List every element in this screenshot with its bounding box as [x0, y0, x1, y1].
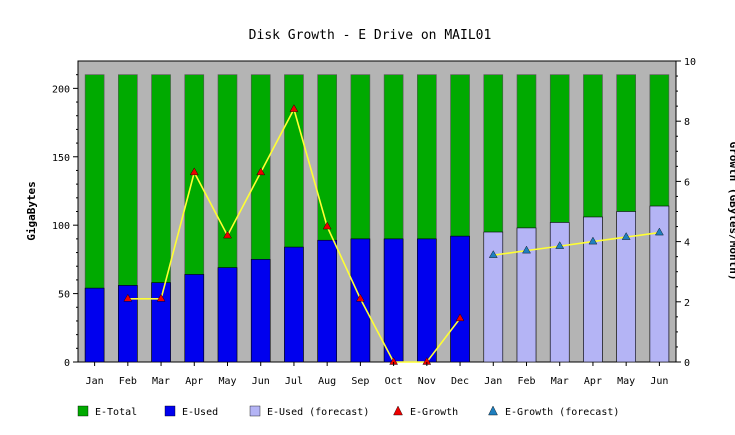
point-e-growth: [256, 167, 266, 176]
legend-marker: [488, 405, 498, 416]
x-tick-label: Jun: [650, 376, 668, 387]
point-e-growth: [356, 293, 365, 302]
point-e-growth: [322, 221, 332, 230]
x-tick-label: Nov: [418, 376, 436, 387]
legend-swatch: [77, 405, 89, 417]
x-tick-label: Mar: [152, 376, 170, 387]
y-left-tick-label: 0: [64, 358, 70, 369]
bar-e-used: [184, 274, 205, 363]
x-tick-label: Oct: [385, 376, 403, 387]
y-left-tick-label: 200: [52, 84, 70, 95]
y-right-tick-label: 10: [684, 57, 696, 68]
y-left-tick-label: 150: [52, 153, 70, 164]
x-tick-label: Apr: [185, 376, 203, 387]
bar-e-used: [250, 259, 271, 363]
bars-layer: [84, 74, 670, 363]
x-tick-label: Jul: [285, 376, 303, 387]
y-left-tick-label: 100: [52, 221, 70, 232]
legend-swatch: [164, 405, 176, 417]
x-tick-label: Feb: [517, 376, 535, 387]
legend-label: E-Growth: [410, 407, 458, 418]
legend-label: E-Growth (forecast): [505, 407, 619, 418]
y-left-tick-label: 50: [58, 290, 70, 301]
x-tick-label: May: [218, 376, 236, 387]
legend: E-Total E-Used E-Used (forecast) E-Growth E-…: [77, 405, 619, 418]
x-tick-label: Feb: [119, 376, 137, 387]
bar-e-used: [84, 287, 105, 363]
x-tick-label: Mar: [551, 376, 569, 387]
point-e-growth-forecast: [555, 241, 565, 249]
x-tick-label: May: [617, 376, 635, 387]
x-tick-label: Jan: [86, 376, 104, 387]
point-e-growth: [455, 313, 465, 322]
bar-e-used: [317, 239, 337, 363]
bar-e-used: [417, 238, 437, 363]
chart-title: Disk Growth - E Drive on MAIL01: [249, 28, 492, 43]
point-e-growth: [156, 293, 166, 302]
axes-layer: 0 50 100 150 200 0 2 4 6 8 10 Jan Feb Mar Apr May Jun Jul…: [52, 57, 696, 387]
bar-e-used: [217, 267, 238, 363]
point-e-growth: [189, 167, 199, 176]
legend-swatch: [249, 405, 261, 417]
point-e-growth-forecast: [588, 236, 598, 245]
x-tick-label: Apr: [584, 376, 602, 387]
y-right-tick-label: 2: [684, 298, 690, 309]
plot-area: [77, 60, 677, 363]
point-e-growth: [223, 230, 232, 239]
growth-lines-layer: [123, 104, 664, 365]
y-right-tick-label: 0: [684, 358, 690, 369]
x-tick-label: Aug: [318, 376, 336, 387]
point-e-growth-forecast: [621, 232, 631, 240]
legend-label: E-Total: [95, 407, 137, 418]
line-e-growth-forecast: [493, 231, 660, 256]
x-tick-label: Sep: [351, 376, 369, 387]
y-right-tick-label: 8: [684, 117, 690, 128]
point-e-growth: [123, 293, 133, 302]
bar-e-used: [284, 246, 304, 363]
y-axis-left-title: GigaBytes: [25, 181, 38, 241]
y-right-tick-label: 4: [684, 238, 690, 249]
x-tick-label: Jun: [252, 376, 270, 387]
y-axis-right-title: Growth (GBytes/Month): [727, 141, 735, 280]
y-right-tick-label: 6: [684, 177, 690, 188]
bar-e-used: [450, 235, 470, 363]
legend-marker: [393, 405, 403, 416]
bar-e-used: [383, 238, 404, 363]
point-e-growth-forecast: [522, 245, 531, 254]
point-e-growth: [289, 104, 299, 112]
legend-label: E-Used: [182, 407, 218, 418]
x-tick-label: Jan: [484, 376, 502, 387]
x-tick-label: Dec: [451, 376, 469, 387]
point-e-growth-forecast: [488, 250, 498, 258]
legend-label: E-Used (forecast): [267, 407, 369, 418]
point-e-growth-forecast: [655, 227, 664, 236]
